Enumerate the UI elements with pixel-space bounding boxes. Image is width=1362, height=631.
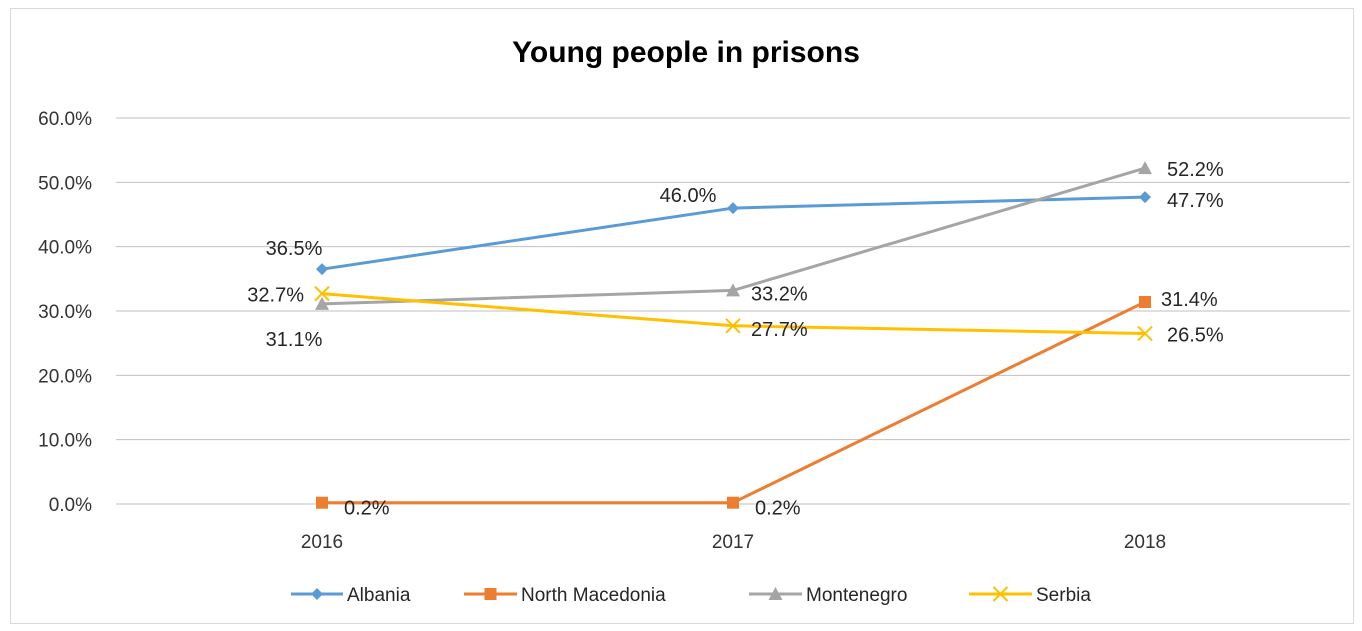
gridlines xyxy=(116,117,1350,505)
data-label-montenegro: 31.1% xyxy=(266,329,323,351)
data-point-montenegro xyxy=(726,283,740,297)
y-tick-label: 10.0% xyxy=(38,431,92,452)
legend-marker-montenegro xyxy=(768,587,783,600)
data-point-serbia xyxy=(725,318,741,334)
y-axis-ticks: 0.0% 10.0% 20.0% 30.0% 40.0% 50.0% 60.0% xyxy=(38,109,92,516)
data-label-north-macedonia: 0.2% xyxy=(755,498,801,520)
series-markers xyxy=(314,161,1153,509)
legend-marker-serbia xyxy=(992,586,1009,602)
data-label-albania: 47.7% xyxy=(1167,190,1224,212)
series-lines xyxy=(321,166,1146,505)
x-axis-ticks: 2016 2017 2018 xyxy=(301,532,1166,553)
chart-frame xyxy=(10,8,1354,624)
legend-label-montenegro: Montenegro xyxy=(806,585,907,606)
data-label-north-macedonia: 31.4% xyxy=(1161,289,1218,311)
legend-marker-north-macedonia xyxy=(484,588,497,600)
data-point-albania xyxy=(316,263,328,276)
legend-label-albania: Albania xyxy=(347,585,411,606)
data-point-north-macedonia xyxy=(727,496,739,509)
data-label-north-macedonia: 0.2% xyxy=(344,498,390,520)
x-tick-label: 2017 xyxy=(712,532,754,553)
data-point-albania xyxy=(1139,191,1151,204)
x-tick-label: 2018 xyxy=(1124,532,1166,553)
legend-item-albania[interactable]: Albania xyxy=(291,585,411,606)
legend[interactable]: Albania North Macedonia Montenegro Serbia xyxy=(291,585,1091,606)
y-tick-label: 60.0% xyxy=(38,109,92,130)
data-label-serbia: 27.7% xyxy=(751,319,808,341)
legend-item-serbia[interactable]: Serbia xyxy=(969,585,1091,606)
x-tick-label: 2016 xyxy=(301,532,343,553)
legend-item-north-macedonia[interactable]: North Macedonia xyxy=(464,585,666,606)
legend-label-serbia: Serbia xyxy=(1036,585,1091,606)
legend-marker-albania xyxy=(311,588,323,600)
y-tick-label: 50.0% xyxy=(38,173,92,194)
data-point-albania xyxy=(727,202,739,215)
data-label-serbia: 26.5% xyxy=(1167,325,1224,347)
y-tick-label: 40.0% xyxy=(38,238,92,259)
data-label-albania: 36.5% xyxy=(266,238,323,260)
data-point-north-macedonia xyxy=(1139,295,1151,308)
y-tick-label: 0.0% xyxy=(49,495,92,516)
y-tick-label: 30.0% xyxy=(38,302,92,323)
data-label-serbia: 32.7% xyxy=(247,285,304,307)
series-line-montenegro xyxy=(321,166,1146,306)
chart-title: Young people in prisons xyxy=(512,36,860,69)
legend-label-north-macedonia: North Macedonia xyxy=(521,585,666,606)
data-label-montenegro: 33.2% xyxy=(751,283,808,305)
data-point-serbia xyxy=(1137,325,1153,342)
data-point-montenegro xyxy=(315,296,329,310)
legend-item-montenegro[interactable]: Montenegro xyxy=(749,585,907,606)
data-point-serbia xyxy=(314,285,330,302)
data-label-montenegro: 52.2% xyxy=(1167,159,1224,181)
y-tick-label: 20.0% xyxy=(38,366,92,387)
data-point-north-macedonia xyxy=(316,496,328,509)
data-label-albania: 46.0% xyxy=(660,185,717,207)
data-labels: 36.5% 46.0% 47.7% 0.2% 0.2% 31.4% 31.1% 33.2% 52… xyxy=(247,159,1224,520)
data-point-montenegro xyxy=(1138,161,1152,175)
